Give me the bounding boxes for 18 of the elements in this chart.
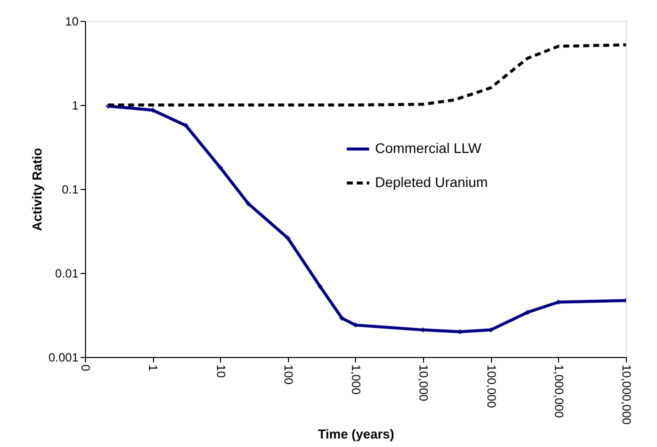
x-tick-label: 1,000,000 [552,364,566,418]
y-tick-label: 0.01 [55,266,79,280]
x-tick-label: 1 [146,364,160,372]
x-tick-label: 100,000 [484,364,498,408]
y-tick-label: 0.1 [62,182,79,196]
x-tick-label: 0 [78,364,92,372]
y-tick-label: 0.001 [48,350,79,364]
x-tick-label: 1,000 [349,364,363,395]
x-tick-label: 10,000 [416,364,431,402]
x-tick-label: 100 [281,364,296,385]
x-axis-title: Time (years) [318,426,394,442]
y-tick-label: 10 [65,14,79,28]
y-tick-label: 1 [72,98,79,112]
x-tick-label: 10 [214,364,228,378]
y-axis-title: Activity Ratio [29,148,44,232]
x-tick-label: 10,000,000 [620,364,634,425]
legend-label: Commercial LLW [375,140,482,156]
legend-label: Depleted Uranium [375,174,488,190]
